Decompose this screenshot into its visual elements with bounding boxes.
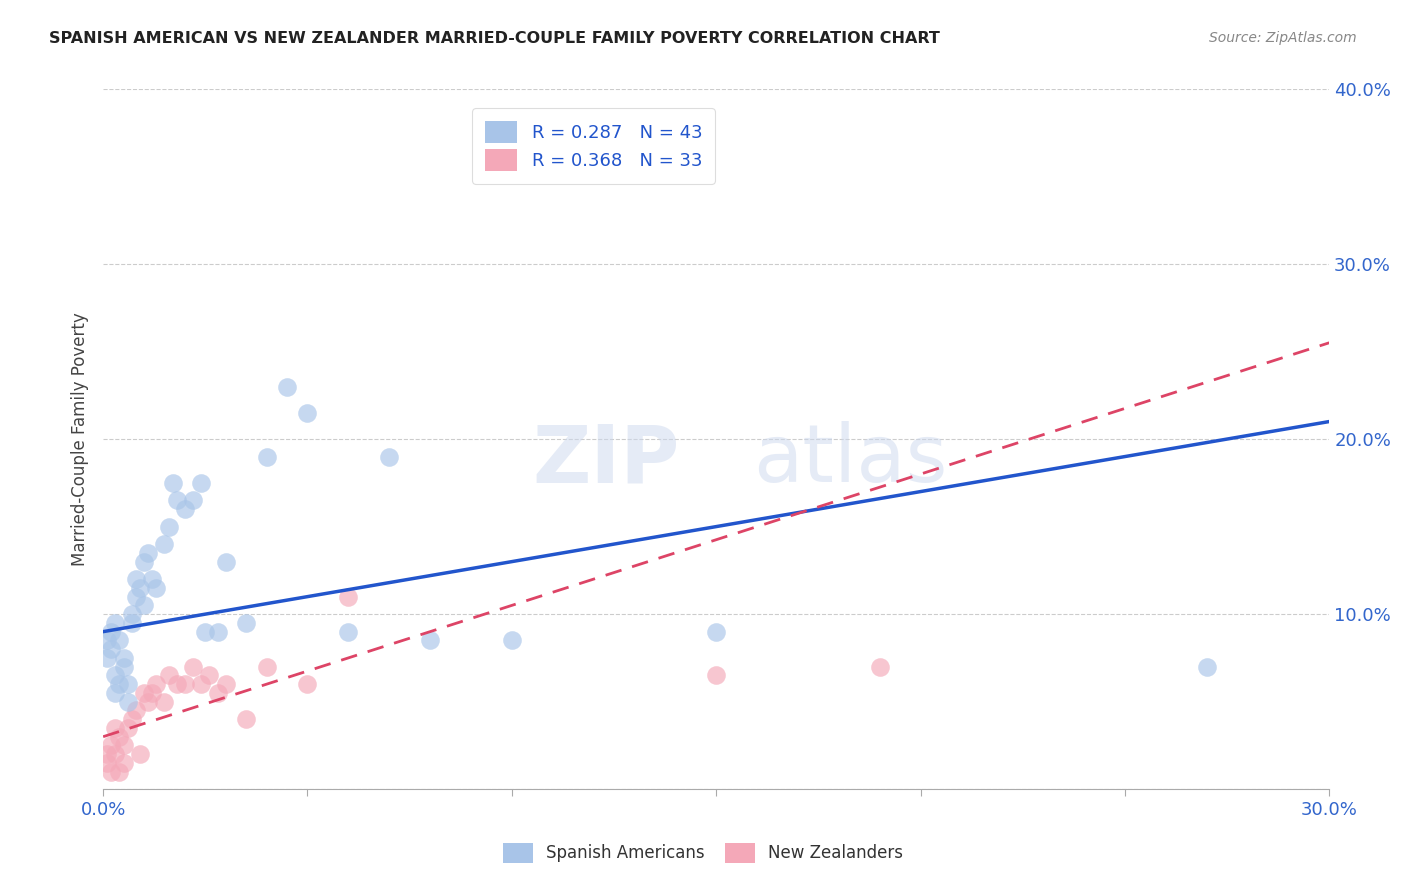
Point bbox=[141, 572, 163, 586]
Point bbox=[136, 546, 159, 560]
Point bbox=[215, 555, 238, 569]
Point bbox=[125, 703, 148, 717]
Point bbox=[198, 668, 221, 682]
Point bbox=[190, 677, 212, 691]
Point bbox=[162, 475, 184, 490]
Point bbox=[145, 677, 167, 691]
Point bbox=[129, 747, 152, 762]
Point bbox=[112, 756, 135, 770]
Point bbox=[869, 659, 891, 673]
Point bbox=[419, 633, 441, 648]
Y-axis label: Married-Couple Family Poverty: Married-Couple Family Poverty bbox=[72, 312, 89, 566]
Point bbox=[378, 450, 401, 464]
Point bbox=[96, 756, 118, 770]
Point bbox=[112, 651, 135, 665]
Text: Source: ZipAtlas.com: Source: ZipAtlas.com bbox=[1209, 31, 1357, 45]
Point bbox=[173, 502, 195, 516]
Point bbox=[297, 677, 319, 691]
Legend: R = 0.287   N = 43, R = 0.368   N = 33: R = 0.287 N = 43, R = 0.368 N = 33 bbox=[472, 109, 716, 184]
Point bbox=[132, 686, 155, 700]
Point bbox=[256, 450, 278, 464]
Point bbox=[104, 668, 127, 682]
Point bbox=[96, 747, 118, 762]
Point bbox=[297, 406, 319, 420]
Point bbox=[96, 651, 118, 665]
Point bbox=[136, 695, 159, 709]
Point bbox=[207, 686, 229, 700]
Point bbox=[157, 519, 180, 533]
Point bbox=[256, 659, 278, 673]
Point bbox=[215, 677, 238, 691]
Point bbox=[166, 677, 188, 691]
Point bbox=[235, 712, 257, 726]
Point bbox=[104, 747, 127, 762]
Point bbox=[108, 730, 131, 744]
Point bbox=[704, 668, 727, 682]
Point bbox=[141, 686, 163, 700]
Point bbox=[129, 581, 152, 595]
Point bbox=[121, 712, 143, 726]
Point bbox=[100, 764, 122, 779]
Point bbox=[96, 633, 118, 648]
Point bbox=[153, 537, 176, 551]
Point bbox=[125, 572, 148, 586]
Text: ZIP: ZIP bbox=[531, 421, 679, 499]
Point bbox=[104, 721, 127, 735]
Point bbox=[121, 615, 143, 630]
Point bbox=[181, 659, 204, 673]
Point bbox=[100, 739, 122, 753]
Point bbox=[173, 677, 195, 691]
Point bbox=[276, 379, 298, 393]
Point bbox=[166, 493, 188, 508]
Text: SPANISH AMERICAN VS NEW ZEALANDER MARRIED-COUPLE FAMILY POVERTY CORRELATION CHAR: SPANISH AMERICAN VS NEW ZEALANDER MARRIE… bbox=[49, 31, 941, 46]
Point bbox=[337, 624, 360, 639]
Point bbox=[104, 686, 127, 700]
Point bbox=[121, 607, 143, 621]
Point bbox=[104, 615, 127, 630]
Point bbox=[108, 677, 131, 691]
Point bbox=[108, 633, 131, 648]
Point bbox=[117, 677, 139, 691]
Point bbox=[1195, 659, 1218, 673]
Point bbox=[112, 739, 135, 753]
Point bbox=[190, 475, 212, 490]
Point bbox=[153, 695, 176, 709]
Point bbox=[100, 624, 122, 639]
Point bbox=[100, 642, 122, 657]
Point bbox=[132, 599, 155, 613]
Legend: Spanish Americans, New Zealanders: Spanish Americans, New Zealanders bbox=[494, 832, 912, 873]
Point bbox=[337, 590, 360, 604]
Point bbox=[112, 659, 135, 673]
Point bbox=[117, 695, 139, 709]
Point bbox=[108, 764, 131, 779]
Point bbox=[235, 615, 257, 630]
Text: atlas: atlas bbox=[754, 421, 948, 499]
Point bbox=[181, 493, 204, 508]
Point bbox=[117, 721, 139, 735]
Point bbox=[704, 624, 727, 639]
Point bbox=[207, 624, 229, 639]
Point bbox=[501, 633, 523, 648]
Point bbox=[125, 590, 148, 604]
Point bbox=[145, 581, 167, 595]
Point bbox=[157, 668, 180, 682]
Point bbox=[132, 555, 155, 569]
Point bbox=[194, 624, 217, 639]
